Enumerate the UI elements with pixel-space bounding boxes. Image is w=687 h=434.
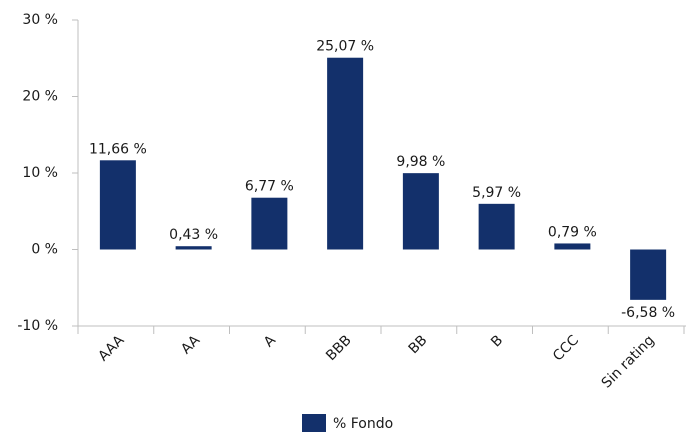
value-label: 25,07 % [316, 39, 374, 55]
value-label: 6,77 % [245, 179, 294, 195]
value-label: 9,98 % [396, 154, 445, 170]
y-tick-label: 10 % [22, 165, 58, 181]
y-tick-label: 0 % [31, 242, 58, 258]
legend-label: % Fondo [333, 416, 393, 432]
bar [402, 173, 439, 250]
bar [327, 57, 364, 250]
legend-swatch [302, 414, 326, 432]
bar [175, 246, 212, 250]
x-tick-label: CCC [550, 332, 582, 364]
x-tick-label: BB [406, 332, 431, 357]
y-tick-label: 20 % [22, 89, 58, 105]
y-tick-label: -10 % [17, 318, 58, 334]
bar [99, 160, 136, 250]
bar [478, 203, 515, 250]
x-tick-label: BBB [323, 332, 355, 364]
x-tick-label: Sin rating [599, 332, 658, 391]
bar [251, 197, 288, 250]
x-tick-label: B [488, 332, 506, 350]
x-tick-label: AA [178, 332, 203, 357]
x-tick-label: A [261, 332, 279, 350]
value-label: -6,58 % [621, 305, 675, 321]
y-tick-label: 30 % [22, 12, 58, 28]
bar [554, 243, 591, 250]
value-label: 11,66 % [89, 141, 147, 157]
x-tick-label: AAA [95, 332, 127, 364]
value-label: 0,43 % [169, 227, 218, 243]
value-label: 5,97 % [472, 185, 521, 201]
bar [630, 249, 667, 300]
value-label: 0,79 % [548, 224, 597, 240]
